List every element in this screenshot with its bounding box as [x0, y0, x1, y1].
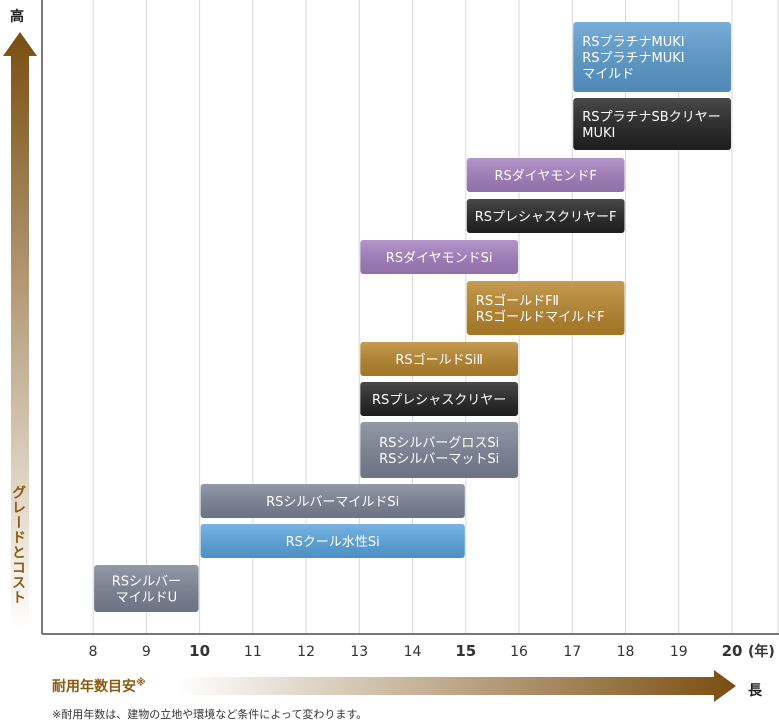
- x-tick-label: 16: [510, 644, 528, 660]
- range-bar: RSダイヤモンドSi: [360, 240, 519, 274]
- bar-label: RSゴールドマイルドF: [476, 309, 605, 325]
- bar-shade: [573, 22, 731, 92]
- bar-label: RSプレシャスクリヤー: [372, 393, 506, 408]
- bar-shade: [200, 524, 465, 558]
- y-arrow: [3, 32, 37, 630]
- bar-shade: [466, 199, 625, 233]
- bar-shade: [466, 281, 625, 335]
- x-arrow: [178, 670, 736, 702]
- bar-shade: [360, 342, 519, 376]
- x-tick-labels: 8 9 10 11 12 13 14 15 16 17 18 19 20 (年): [89, 642, 775, 660]
- x-long-label: 長: [748, 683, 762, 699]
- bar-shade: [573, 98, 731, 150]
- bars: RSプラチナMUKIRSプラチナMUKIマイルドRSプラチナSBクリヤーMUKI…: [94, 22, 731, 612]
- y-high-label: 高: [10, 9, 24, 25]
- bar-label: RSプラチナMUKI: [582, 35, 684, 50]
- bar-label: マイルドU: [116, 591, 178, 606]
- x-tick-label: 15: [455, 642, 476, 660]
- bar-label: RSダイヤモンドSi: [386, 251, 493, 266]
- bar-label: マイルド: [582, 67, 634, 82]
- bar-shade: [360, 422, 519, 478]
- bar-shade: [94, 565, 199, 612]
- x-tick-label: 20: [722, 642, 743, 660]
- x-tick-label: 14: [404, 644, 422, 660]
- range-bar: RSダイヤモンドF: [466, 158, 625, 192]
- bar-label: RSシルバーマイルドSi: [266, 495, 399, 510]
- x-tick-label: 12: [297, 644, 315, 660]
- bar-label: RSプラチナMUKI: [582, 51, 684, 66]
- range-bar: RSゴールドSiⅡ: [360, 342, 519, 376]
- x-tick-label: 11: [244, 644, 262, 660]
- axes: [41, 0, 779, 635]
- range-bar: RSプレシャスクリヤーF: [466, 199, 625, 233]
- bar-label: RSゴールドFⅡ: [476, 293, 559, 309]
- bar-shade: [360, 240, 519, 274]
- x-axis-title-text: 耐用年数目安: [52, 679, 136, 695]
- x-tick-label: 8: [89, 644, 98, 660]
- x-unit-label: (年): [748, 643, 775, 660]
- bar-shade: [200, 484, 465, 518]
- bar-label: RSシルバー: [112, 575, 181, 590]
- arrows: [3, 32, 736, 702]
- bar-label: RSクール水性Si: [286, 535, 380, 550]
- bar-label: RSシルバーマットSi: [379, 452, 499, 467]
- footnote: ※耐用年数は、建物の立地や環境など条件によって変わります。: [52, 708, 368, 721]
- x-tick-label: 13: [350, 644, 368, 660]
- y-axis-title: グレードとコスト: [10, 485, 26, 605]
- bar-label: RSプラチナSBクリヤー: [582, 110, 720, 125]
- range-bar: RSプレシャスクリヤー: [360, 382, 519, 416]
- bar-label: RSプレシャスクリヤーF: [475, 210, 617, 225]
- x-tick-label: 19: [670, 644, 688, 660]
- x-tick-label: 17: [563, 644, 581, 660]
- bar-label: RSダイヤモンドF: [494, 169, 596, 184]
- x-tick-label: 10: [189, 642, 210, 660]
- x-tick-label: 9: [142, 644, 151, 660]
- bar-shade: [360, 382, 519, 416]
- bar-label: RSシルバーグロスSi: [379, 436, 499, 451]
- bar-label: RSゴールドSiⅡ: [395, 352, 483, 368]
- range-bar: RSシルバーマイルドSi: [200, 484, 465, 518]
- range-bar: RSクール水性Si: [200, 524, 465, 558]
- bar-label: MUKI: [582, 126, 615, 141]
- bar-shade: [466, 158, 625, 192]
- x-axis-title-mark: ※: [136, 677, 146, 689]
- x-tick-label: 18: [617, 644, 635, 660]
- x-axis-title: 耐用年数目安※: [52, 676, 146, 696]
